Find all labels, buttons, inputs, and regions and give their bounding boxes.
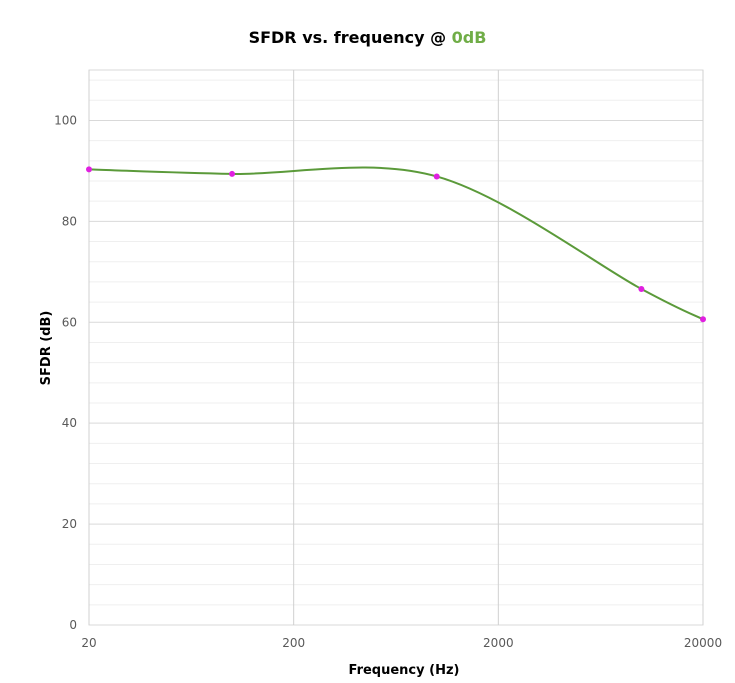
y-tick-label: 0 (69, 618, 77, 632)
y-tick-label: 60 (62, 315, 77, 329)
y-tick-label: 80 (62, 214, 77, 228)
x-tick-label: 20000 (684, 636, 722, 650)
major-gridlines (88, 70, 704, 626)
series-markers (86, 166, 706, 323)
data-point-marker (86, 166, 92, 173)
y-tick-labels: 0 20 40 60 80 100 (54, 113, 77, 632)
y-tick-label: 100 (54, 113, 77, 127)
x-tick-label: 200 (282, 636, 305, 650)
x-tick-label: 20 (81, 636, 96, 650)
chart-title-main: SFDR vs. frequency @ (248, 28, 452, 47)
minor-gridlines (89, 79, 703, 606)
chart-title: SFDR vs. frequency @ 0dB (0, 28, 735, 47)
x-tick-labels: 20 200 2000 20000 (81, 636, 722, 650)
data-point-marker (700, 316, 706, 323)
data-point-marker (229, 170, 236, 177)
x-axis-title: Frequency (Hz) (349, 663, 460, 678)
data-point-marker (433, 173, 440, 180)
y-axis-title: SFDR (dB) (39, 311, 54, 386)
plot-area-border (88, 69, 704, 626)
series-line (88, 166, 704, 321)
x-tick-label: 2000 (483, 636, 514, 650)
y-tick-label: 20 (62, 517, 77, 531)
chart-title-highlight: 0dB (451, 28, 487, 47)
data-point-marker (638, 285, 645, 292)
y-tick-label: 40 (62, 416, 77, 430)
